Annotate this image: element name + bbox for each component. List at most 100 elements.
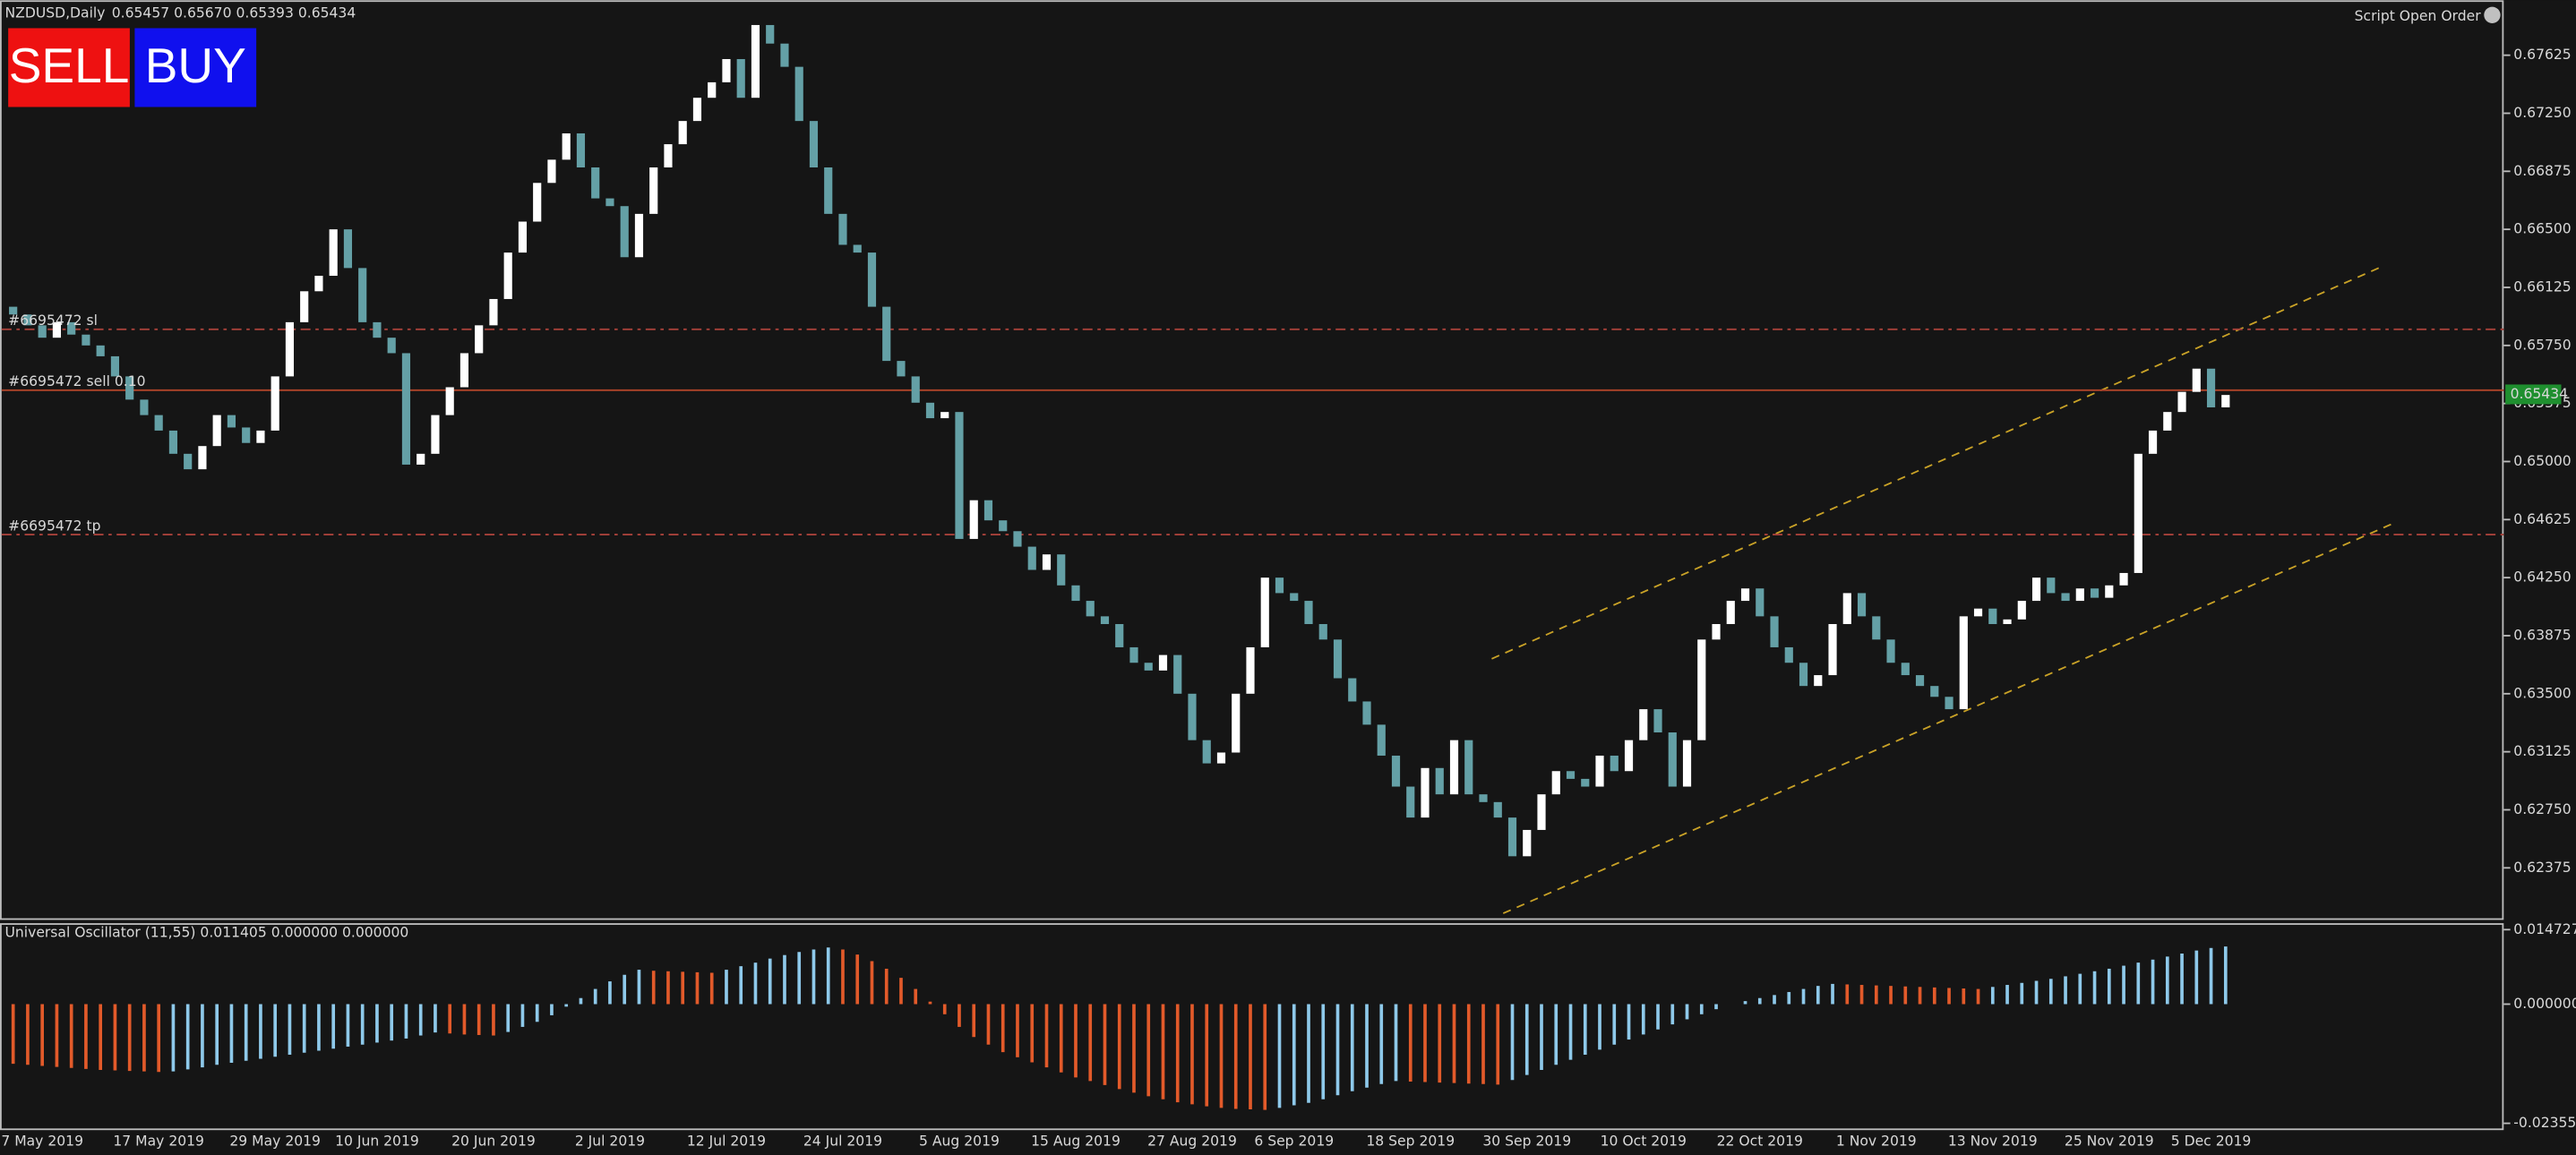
candle	[227, 415, 236, 428]
candle	[1973, 608, 1983, 617]
y-tick-label: 0.64250	[2513, 569, 2571, 586]
candle	[794, 66, 803, 122]
candle	[2192, 368, 2201, 392]
y-tick-label: 0.62750	[2513, 801, 2571, 817]
candle	[358, 268, 367, 322]
candle	[736, 58, 745, 98]
candle	[1348, 678, 1357, 702]
candle	[1144, 663, 1153, 671]
candle	[1027, 546, 1036, 570]
candle	[1202, 740, 1211, 764]
candle	[140, 399, 149, 415]
candle	[503, 252, 512, 299]
date-label: 20 Jun 2019	[451, 1134, 536, 1150]
y-tick-label: 0.66500	[2513, 221, 2571, 237]
candle	[1057, 554, 1066, 586]
candle	[1756, 588, 1765, 617]
candle	[256, 430, 265, 443]
candle	[125, 376, 134, 400]
y-tick-label: 0.65750	[2513, 337, 2571, 353]
candle	[1507, 817, 1517, 857]
candle	[2134, 453, 2142, 573]
candle	[1406, 786, 1415, 818]
candle	[1435, 767, 1444, 795]
candle	[2090, 588, 2099, 598]
y-tick-label: 0.63125	[2513, 743, 2571, 759]
candle	[82, 334, 90, 346]
script-name: Script Open Order	[2355, 8, 2482, 24]
candle	[373, 321, 382, 338]
candle	[649, 167, 658, 214]
candle	[1566, 771, 1576, 779]
oscillator-title: Universal Oscillator (11,55) 0.011405 0.…	[5, 925, 409, 941]
y-tick-label: 0.000000	[2513, 996, 2576, 1012]
candle	[634, 213, 644, 258]
candle	[1799, 663, 1808, 687]
candle	[38, 325, 47, 338]
candle	[1013, 531, 1022, 547]
buy-button[interactable]	[134, 28, 257, 107]
candle	[154, 415, 163, 431]
candle	[692, 98, 702, 122]
date-label: 7 May 2019	[1, 1134, 83, 1150]
candle	[1464, 740, 1473, 795]
y-tick-label: 0.64625	[2513, 511, 2571, 527]
candle	[475, 325, 484, 354]
candle	[2148, 430, 2158, 454]
date-label: 1 Nov 2019	[1836, 1134, 1917, 1150]
candle	[416, 453, 425, 465]
sell-label[interactable]: SELL	[9, 38, 130, 93]
candle	[2003, 619, 2012, 625]
candle	[1915, 675, 1925, 687]
candle	[1872, 616, 1881, 640]
candle	[1814, 675, 1823, 687]
candle	[925, 402, 935, 419]
candle	[1610, 755, 1619, 772]
candle	[52, 321, 62, 338]
candle	[1377, 724, 1386, 756]
date-label: 17 May 2019	[113, 1134, 204, 1150]
candle	[809, 121, 819, 167]
candle	[591, 167, 600, 199]
candle	[722, 58, 731, 82]
candle	[1523, 829, 1532, 857]
candle	[1449, 740, 1459, 795]
candle	[853, 244, 862, 253]
buy-label[interactable]: BUY	[145, 38, 246, 93]
candle	[1275, 578, 1284, 594]
candle	[489, 298, 498, 326]
order-label: #6695472 tp	[8, 518, 100, 534]
date-label: 13 Nov 2019	[1948, 1134, 2038, 1150]
candle	[533, 183, 542, 222]
date-label: 5 Dec 2019	[2171, 1134, 2252, 1150]
date-label: 15 Aug 2019	[1031, 1134, 1121, 1150]
candle	[168, 430, 178, 454]
candle	[1901, 663, 1910, 676]
sell-button[interactable]	[8, 28, 130, 107]
date-label: 10 Oct 2019	[1601, 1134, 1687, 1150]
candle	[1857, 593, 1867, 617]
candle	[198, 446, 207, 470]
candle	[1581, 778, 1590, 787]
candle	[67, 321, 76, 335]
candle	[1551, 771, 1560, 795]
date-label: 5 Aug 2019	[919, 1134, 1000, 1150]
candle	[23, 314, 32, 326]
candle	[1173, 654, 1182, 694]
candle	[285, 321, 295, 377]
candle	[1318, 624, 1327, 640]
order-label: #6695472 sell 0.10	[8, 373, 145, 389]
script-icon	[2484, 6, 2501, 23]
candle	[999, 520, 1008, 532]
candle	[1740, 588, 1750, 602]
candle	[314, 276, 323, 292]
date-label: 24 Jul 2019	[803, 1134, 882, 1150]
y-tick-label: 0.63500	[2513, 685, 2571, 701]
plot-layer	[1, 24, 2504, 1110]
candle	[1726, 601, 1735, 625]
y-tick-label: -0.023554	[2513, 1115, 2576, 1131]
candle	[1391, 755, 1401, 787]
candle	[911, 376, 920, 403]
date-label: 22 Oct 2019	[1717, 1134, 1803, 1150]
